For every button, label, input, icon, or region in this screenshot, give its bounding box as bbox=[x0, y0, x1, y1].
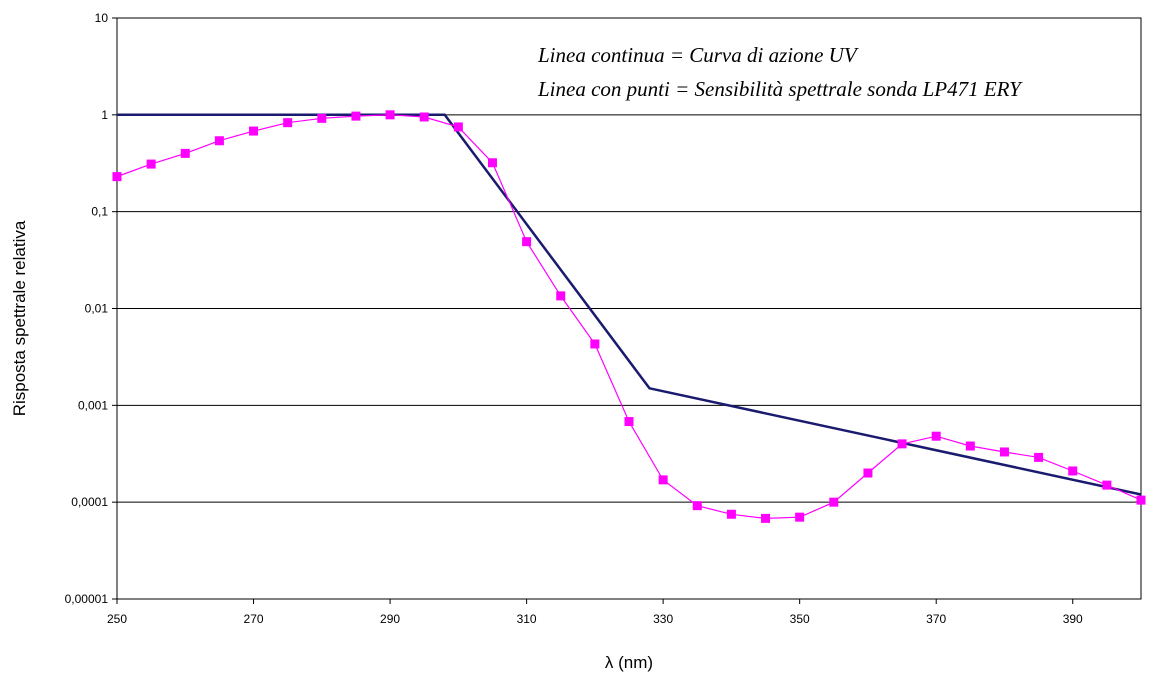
data-point-marker bbox=[624, 417, 634, 427]
data-point-marker bbox=[795, 512, 805, 522]
series-line-action-curve bbox=[117, 113, 1142, 496]
data-point-marker bbox=[180, 148, 190, 158]
series-layer bbox=[112, 110, 1146, 523]
data-point-marker bbox=[385, 110, 395, 120]
data-point-marker bbox=[214, 136, 224, 146]
x-axis-title: λ (nm) bbox=[605, 653, 653, 672]
data-point-marker bbox=[522, 237, 532, 247]
data-point-marker bbox=[590, 339, 600, 349]
data-point-marker bbox=[931, 431, 941, 441]
data-point-marker bbox=[556, 291, 566, 301]
series-line-probe-sensitivity bbox=[116, 114, 1142, 520]
data-point-marker bbox=[658, 475, 668, 485]
x-tick-label: 370 bbox=[926, 612, 946, 626]
annotation-continuous-line: Linea continua = Curva di azione UV bbox=[537, 43, 859, 67]
y-axis: 0,00001 0,0001 0,001 0,01 0,1 1 10 bbox=[65, 11, 117, 606]
y-tick-label: 0,01 bbox=[85, 302, 109, 316]
data-point-marker bbox=[863, 468, 873, 478]
data-point-marker bbox=[249, 126, 259, 136]
y-tick-label: 0,00001 bbox=[65, 592, 109, 606]
y-tick-label: 0,001 bbox=[78, 398, 108, 412]
x-tick-label: 290 bbox=[380, 612, 400, 626]
x-tick-label: 330 bbox=[653, 612, 673, 626]
data-point-marker bbox=[453, 122, 463, 132]
y-tick-label: 0,0001 bbox=[71, 495, 108, 509]
data-point-marker bbox=[692, 501, 702, 511]
data-point-marker bbox=[317, 113, 327, 123]
data-point-marker bbox=[1068, 466, 1078, 476]
data-point-marker bbox=[761, 513, 771, 523]
data-point-marker bbox=[112, 172, 122, 182]
data-point-marker bbox=[351, 111, 361, 121]
x-tick-label: 310 bbox=[517, 612, 537, 626]
y-tick-label: 0,1 bbox=[91, 205, 108, 219]
x-tick-label: 350 bbox=[790, 612, 810, 626]
data-point-marker bbox=[999, 447, 1009, 457]
y-tick-label: 1 bbox=[101, 108, 108, 122]
x-tick-label: 250 bbox=[107, 612, 127, 626]
data-point-marker bbox=[1102, 480, 1112, 490]
x-tick-label: 270 bbox=[244, 612, 264, 626]
data-point-marker bbox=[146, 159, 156, 169]
x-tick-label: 390 bbox=[1063, 612, 1083, 626]
data-point-marker bbox=[897, 439, 907, 449]
y-tick-label: 10 bbox=[95, 11, 109, 25]
data-point-marker bbox=[1136, 495, 1146, 505]
x-axis: 250 270 290 310 330 350 370 390 bbox=[107, 599, 1083, 626]
annotation-dotted-line: Linea con punti = Sensibilità spettrale … bbox=[537, 77, 1023, 101]
data-point-marker bbox=[965, 441, 975, 451]
data-point-marker bbox=[283, 118, 293, 128]
data-point-marker bbox=[829, 497, 839, 507]
data-point-marker bbox=[1034, 452, 1044, 462]
data-point-marker bbox=[419, 112, 429, 122]
data-point-marker bbox=[487, 158, 497, 168]
grid-lines bbox=[117, 114, 1141, 503]
y-axis-title: Risposta spettrale relativa bbox=[10, 220, 29, 416]
data-point-marker bbox=[726, 509, 736, 519]
